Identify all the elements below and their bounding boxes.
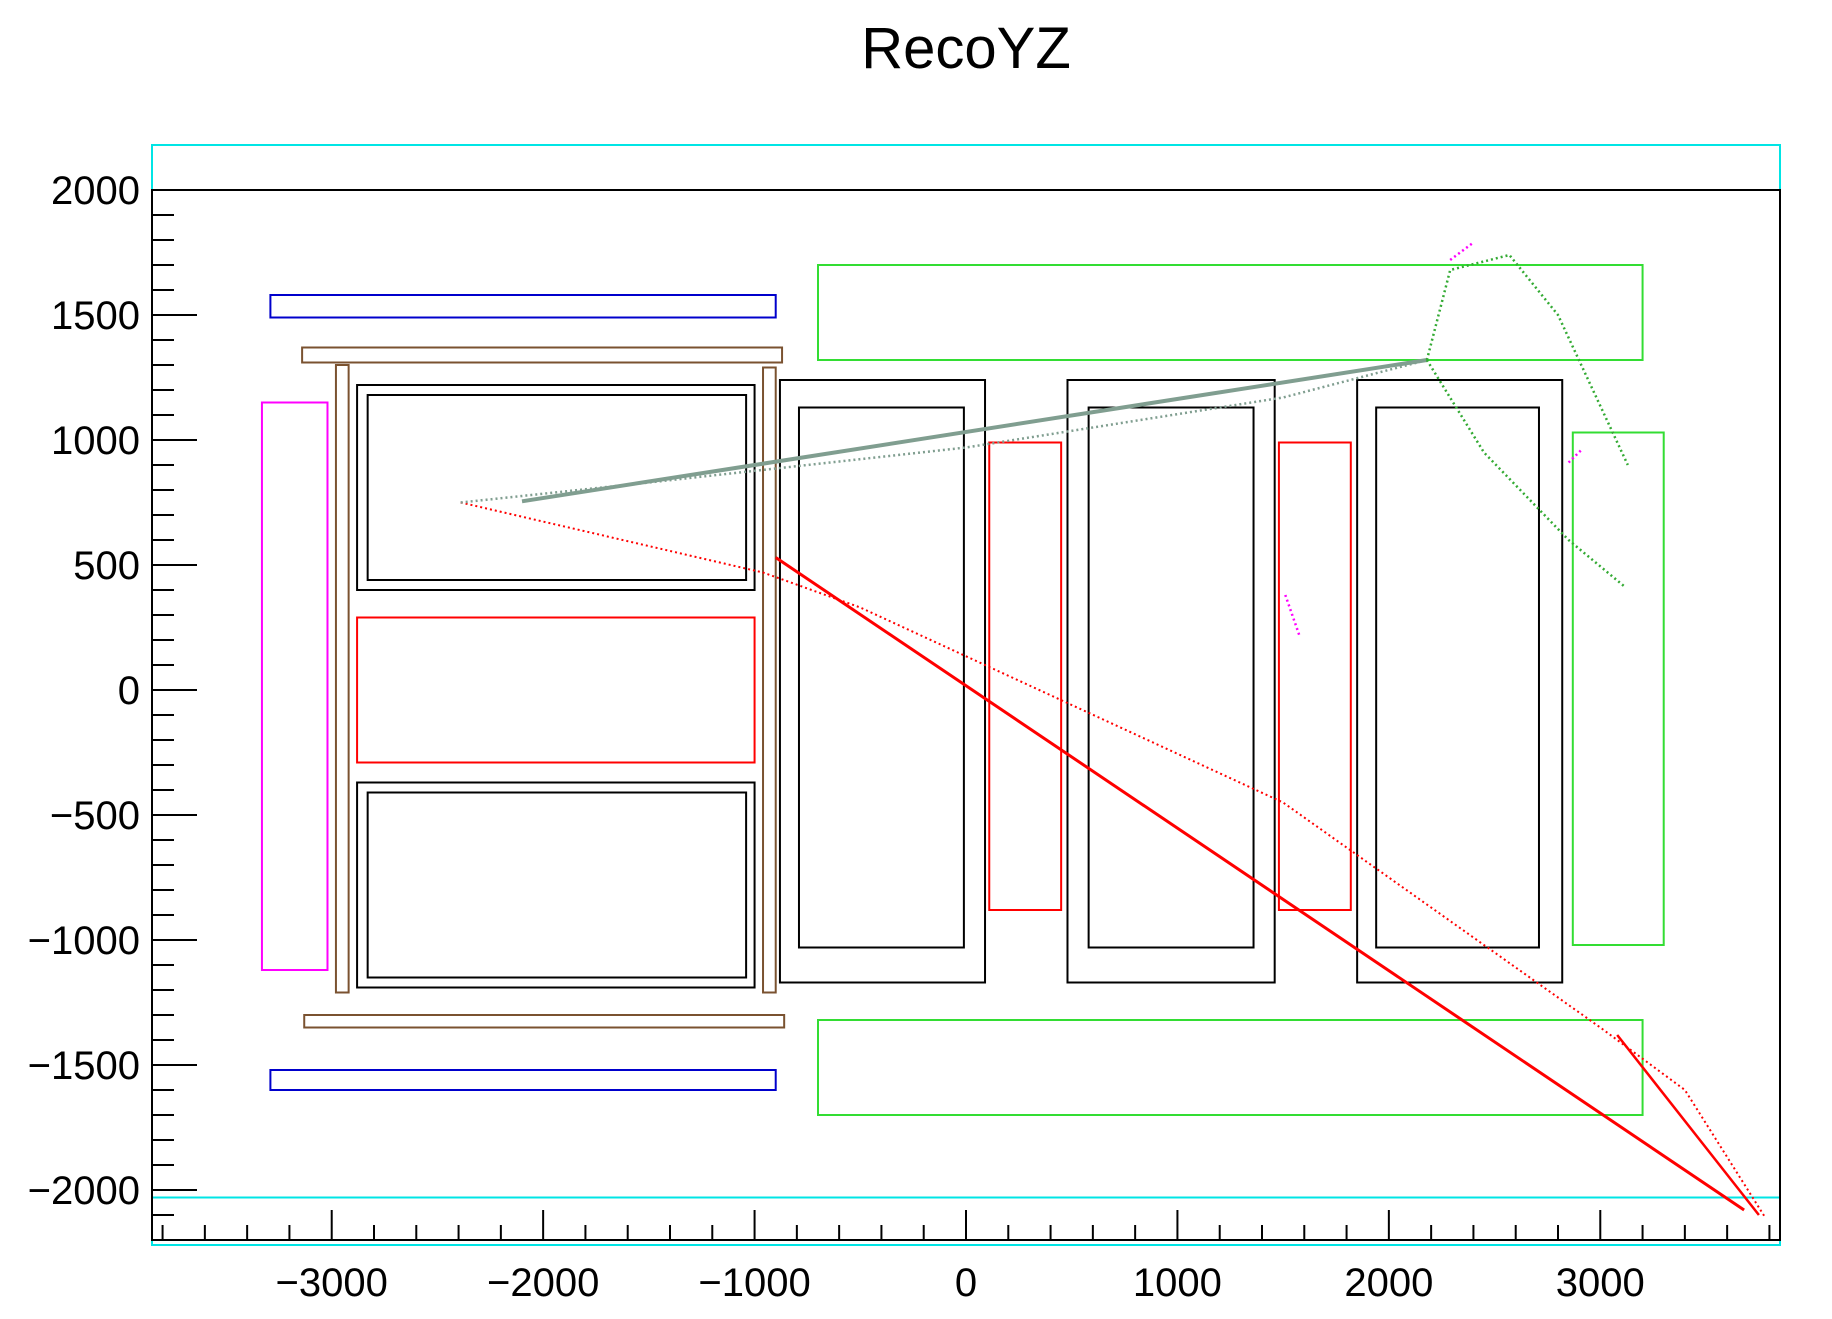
detector-box-8 bbox=[260, 401, 329, 971]
x-tick-label: 0 bbox=[955, 1261, 977, 1305]
detector-box-10 bbox=[366, 394, 748, 581]
y-tick-label: 1500 bbox=[51, 294, 140, 338]
detector-boxes bbox=[151, 144, 1781, 1246]
y-tick-label: 2000 bbox=[51, 169, 140, 213]
detector-box-4 bbox=[301, 346, 784, 364]
x-tick-label: 1000 bbox=[1133, 1261, 1222, 1305]
detector-box-15 bbox=[797, 406, 965, 949]
detector-box-24 bbox=[1571, 431, 1665, 946]
detector-box-13 bbox=[356, 616, 756, 764]
detector-box-22 bbox=[817, 264, 1644, 361]
track-series-1 bbox=[460, 501, 1767, 1219]
detector-box-11 bbox=[356, 781, 756, 989]
track-series-3 bbox=[521, 358, 1428, 504]
detector-box-20 bbox=[988, 441, 1063, 911]
track-series bbox=[460, 241, 1767, 1219]
track-series-0 bbox=[774, 556, 1745, 1212]
detector-box-3 bbox=[269, 1069, 777, 1091]
y-tick-label: −2000 bbox=[28, 1169, 140, 1213]
y-tick-label: −1000 bbox=[28, 919, 140, 963]
track-series-2 bbox=[1616, 1034, 1760, 1216]
detector-box-18 bbox=[1356, 379, 1564, 984]
detector-box-2 bbox=[269, 294, 777, 319]
detector-box-16 bbox=[1066, 379, 1276, 984]
detector-box-7 bbox=[762, 366, 777, 994]
detector-box-5 bbox=[303, 1014, 786, 1029]
y-tick-label: 0 bbox=[118, 669, 140, 713]
detector-box-12 bbox=[366, 791, 748, 979]
chart-title: RecoYZ bbox=[861, 16, 1071, 81]
detector-box-17 bbox=[1087, 406, 1255, 949]
x-tick-label: 2000 bbox=[1344, 1261, 1433, 1305]
detector-box-6 bbox=[334, 364, 350, 994]
x-tick-label: −3000 bbox=[276, 1261, 388, 1305]
y-tick-label: −1500 bbox=[28, 1044, 140, 1088]
track-series-4 bbox=[460, 358, 1428, 504]
x-tick-label: 3000 bbox=[1556, 1261, 1645, 1305]
x-tick-label: −2000 bbox=[487, 1261, 599, 1305]
axes: −3000 −2000 −1000 0 1000 2000 3000 2000 1500 1000… bbox=[28, 169, 1771, 1305]
track-series-5 bbox=[1425, 253, 1629, 466]
y-tick-label: −500 bbox=[50, 794, 140, 838]
y-tick-label: 1000 bbox=[51, 419, 140, 463]
detector-box-9 bbox=[356, 384, 756, 591]
detector-box-14 bbox=[778, 379, 987, 984]
y-tick-label: 500 bbox=[73, 544, 140, 588]
x-tick-label: −1000 bbox=[698, 1261, 810, 1305]
detector-box-21 bbox=[1277, 441, 1352, 911]
